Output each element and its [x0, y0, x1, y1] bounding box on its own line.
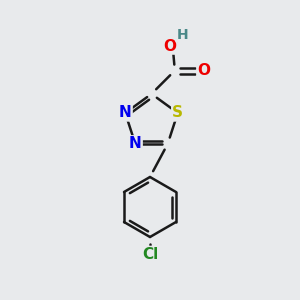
- Text: O: O: [163, 39, 176, 54]
- Text: O: O: [197, 63, 210, 78]
- Text: N: N: [119, 106, 132, 121]
- Text: Cl: Cl: [142, 247, 158, 262]
- Text: S: S: [172, 106, 183, 121]
- Text: H: H: [176, 28, 188, 42]
- Text: N: N: [129, 136, 142, 151]
